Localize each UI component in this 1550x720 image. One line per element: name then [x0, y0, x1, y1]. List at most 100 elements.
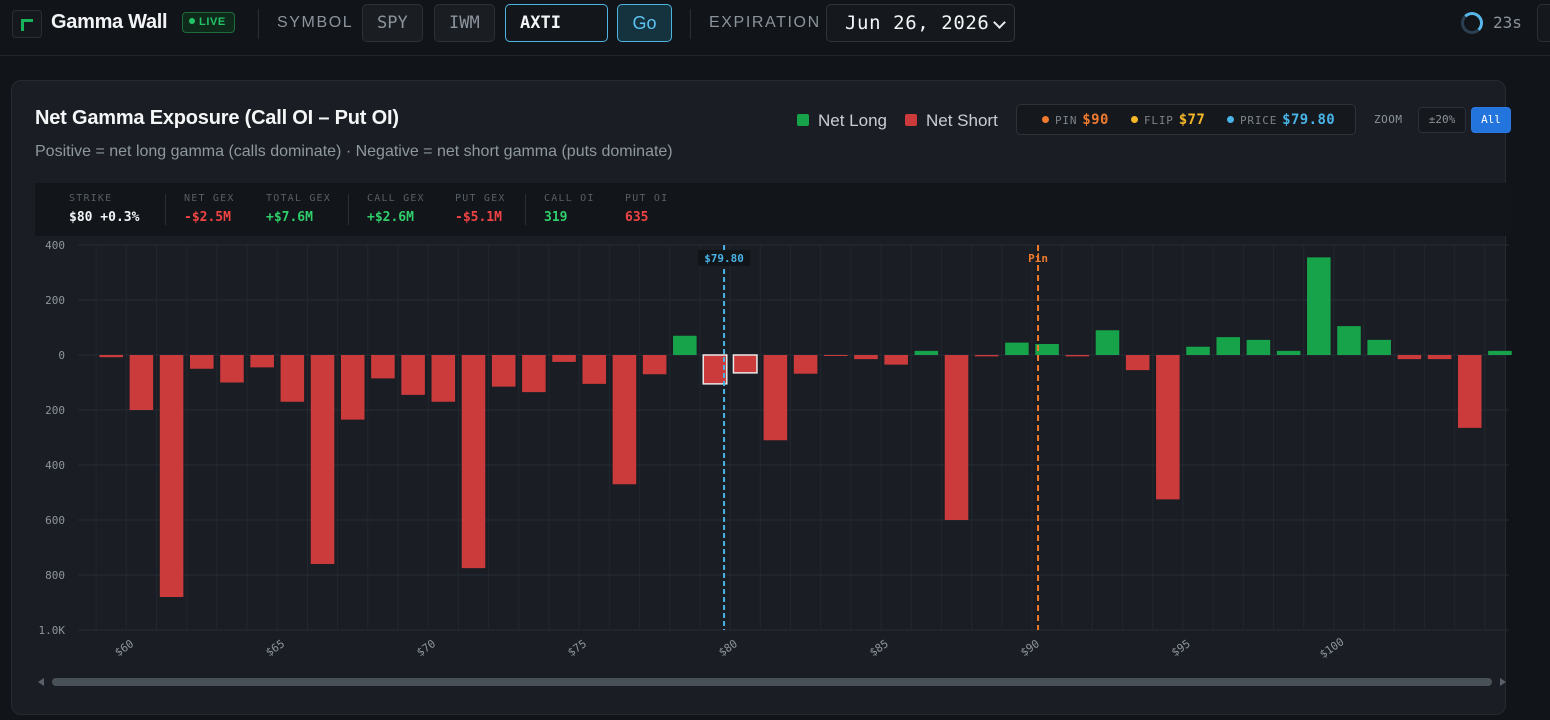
- stat-value: +$7.6M: [266, 210, 313, 225]
- bar-net-long[interactable]: [673, 335, 697, 355]
- x-tick-label: $75: [565, 637, 589, 659]
- stat-value: -$5.1M: [455, 210, 502, 225]
- bar-net-short[interactable]: [1427, 355, 1452, 360]
- bar-net-short[interactable]: [129, 355, 154, 410]
- chart-scrollbar[interactable]: [38, 678, 1506, 686]
- bar-net-short[interactable]: [159, 355, 184, 597]
- divider: [348, 194, 349, 225]
- expiration-label: EXPIRATION: [709, 14, 821, 31]
- bar-net-short[interactable]: [280, 355, 305, 402]
- zoom-all-button[interactable]: All: [1471, 107, 1511, 133]
- y-tick-label: 400: [45, 239, 65, 252]
- bar-net-short[interactable]: [944, 355, 969, 520]
- legend-net-long: Net Long: [797, 111, 887, 131]
- bar-net-long[interactable]: [1307, 257, 1331, 355]
- bar-selected[interactable]: [732, 354, 758, 374]
- bar-net-short[interactable]: [1125, 355, 1150, 371]
- bar-net-short[interactable]: [823, 355, 848, 356]
- symbol-button-iwm[interactable]: IWM: [434, 4, 495, 42]
- bar-net-short[interactable]: [552, 355, 576, 362]
- bar-net-short[interactable]: [371, 355, 395, 379]
- live-badge-label: LIVE: [199, 16, 226, 28]
- bar-net-short[interactable]: [884, 355, 908, 365]
- pin-label: PIN: [1055, 114, 1078, 127]
- bar-net-long[interactable]: [1488, 350, 1512, 355]
- y-tick-label: 800: [45, 569, 65, 582]
- x-tick-label: $65: [263, 637, 287, 659]
- pin-dot-icon: [1042, 116, 1049, 123]
- bar-net-short[interactable]: [1065, 355, 1090, 357]
- bar-net-short[interactable]: [763, 355, 788, 441]
- bar-net-long[interactable]: [1186, 346, 1210, 355]
- bar-net-short[interactable]: [250, 355, 274, 368]
- bar-net-long[interactable]: [1005, 342, 1029, 355]
- bar-net-long[interactable]: [1095, 330, 1120, 355]
- scroll-thumb[interactable]: [52, 678, 1492, 686]
- bar-net-short[interactable]: [612, 355, 637, 485]
- y-tick-label: 1.0K: [39, 624, 66, 637]
- gamma-exposure-panel: Net Gamma Exposure (Call OI – Put OI) Po…: [11, 80, 1511, 715]
- bar-net-short[interactable]: [431, 355, 456, 402]
- bar-net-short[interactable]: [220, 355, 244, 383]
- bar-net-long[interactable]: [1337, 326, 1361, 355]
- bar-net-long[interactable]: [1035, 344, 1059, 355]
- bar-net-long[interactable]: [1216, 337, 1241, 355]
- x-tick-label: $85: [867, 637, 891, 659]
- x-tick-label: $100: [1317, 635, 1346, 661]
- bar-net-short[interactable]: [522, 355, 546, 393]
- zoom-20-button[interactable]: ±20%: [1418, 107, 1466, 133]
- bar-net-short[interactable]: [491, 355, 516, 387]
- price-level: PRICE $79.80: [1227, 112, 1335, 128]
- stat-value: +$2.6M: [367, 210, 414, 225]
- bar-net-long[interactable]: [1246, 339, 1271, 355]
- bar-net-short[interactable]: [793, 355, 818, 374]
- bar-net-short[interactable]: [642, 355, 667, 375]
- chart-grid: [78, 244, 1509, 631]
- stat-total-gex: TOTAL GEX +$7.6M: [266, 193, 331, 225]
- y-tick-label: 400: [45, 459, 65, 472]
- bar-net-long[interactable]: [1367, 339, 1391, 355]
- pin-level: PIN $90: [1042, 112, 1109, 128]
- chart-markers: $79.80 Pin: [698, 245, 1048, 630]
- settings-button[interactable]: [1537, 4, 1550, 42]
- go-button[interactable]: Go: [617, 4, 672, 42]
- bar-net-short[interactable]: [1397, 355, 1422, 360]
- bar-net-short[interactable]: [190, 355, 214, 369]
- stat-call-gex: CALL GEX +$2.6M: [367, 193, 425, 225]
- bar-selected[interactable]: [702, 354, 728, 385]
- x-tick-label: $80: [716, 637, 740, 659]
- chart-bars: [99, 257, 1512, 597]
- pin-value: $90: [1082, 112, 1109, 128]
- live-dot-icon: [189, 18, 195, 24]
- bar-net-short[interactable]: [461, 355, 486, 569]
- scroll-left-arrow-icon[interactable]: [38, 678, 44, 686]
- divider: [690, 9, 691, 39]
- bar-net-short[interactable]: [310, 355, 335, 564]
- bar-net-short[interactable]: [1457, 355, 1482, 428]
- scroll-right-arrow-icon[interactable]: [1500, 678, 1506, 686]
- bar-net-short[interactable]: [974, 355, 999, 357]
- divider: [525, 194, 526, 225]
- flip-dot-icon: [1131, 116, 1138, 123]
- symbol-input[interactable]: AXTI: [505, 4, 608, 42]
- bar-net-short[interactable]: [1156, 355, 1180, 500]
- expiration-select[interactable]: Jun 26, 2026: [826, 4, 1015, 42]
- bar-net-short[interactable]: [401, 355, 425, 395]
- flip-label: FLIP: [1144, 114, 1174, 127]
- legend-swatch-red: [905, 114, 917, 126]
- bar-net-short[interactable]: [854, 355, 878, 360]
- stat-value: 635: [625, 210, 649, 225]
- bar-net-long[interactable]: [914, 350, 939, 355]
- stat-value: 319: [544, 210, 568, 225]
- bar-net-long[interactable]: [1276, 350, 1301, 355]
- refresh-countdown: 23s: [1493, 13, 1522, 32]
- bar-net-short[interactable]: [582, 355, 607, 384]
- bar-net-short[interactable]: [99, 355, 123, 358]
- y-tick-label: 200: [45, 404, 65, 417]
- bar-net-short[interactable]: [340, 355, 365, 420]
- stat-label: NET GEX: [184, 193, 235, 204]
- panel-subtitle: Positive = net long gamma (calls dominat…: [35, 143, 673, 160]
- symbol-button-spy[interactable]: SPY: [362, 4, 423, 42]
- x-tick-label: $95: [1169, 637, 1193, 659]
